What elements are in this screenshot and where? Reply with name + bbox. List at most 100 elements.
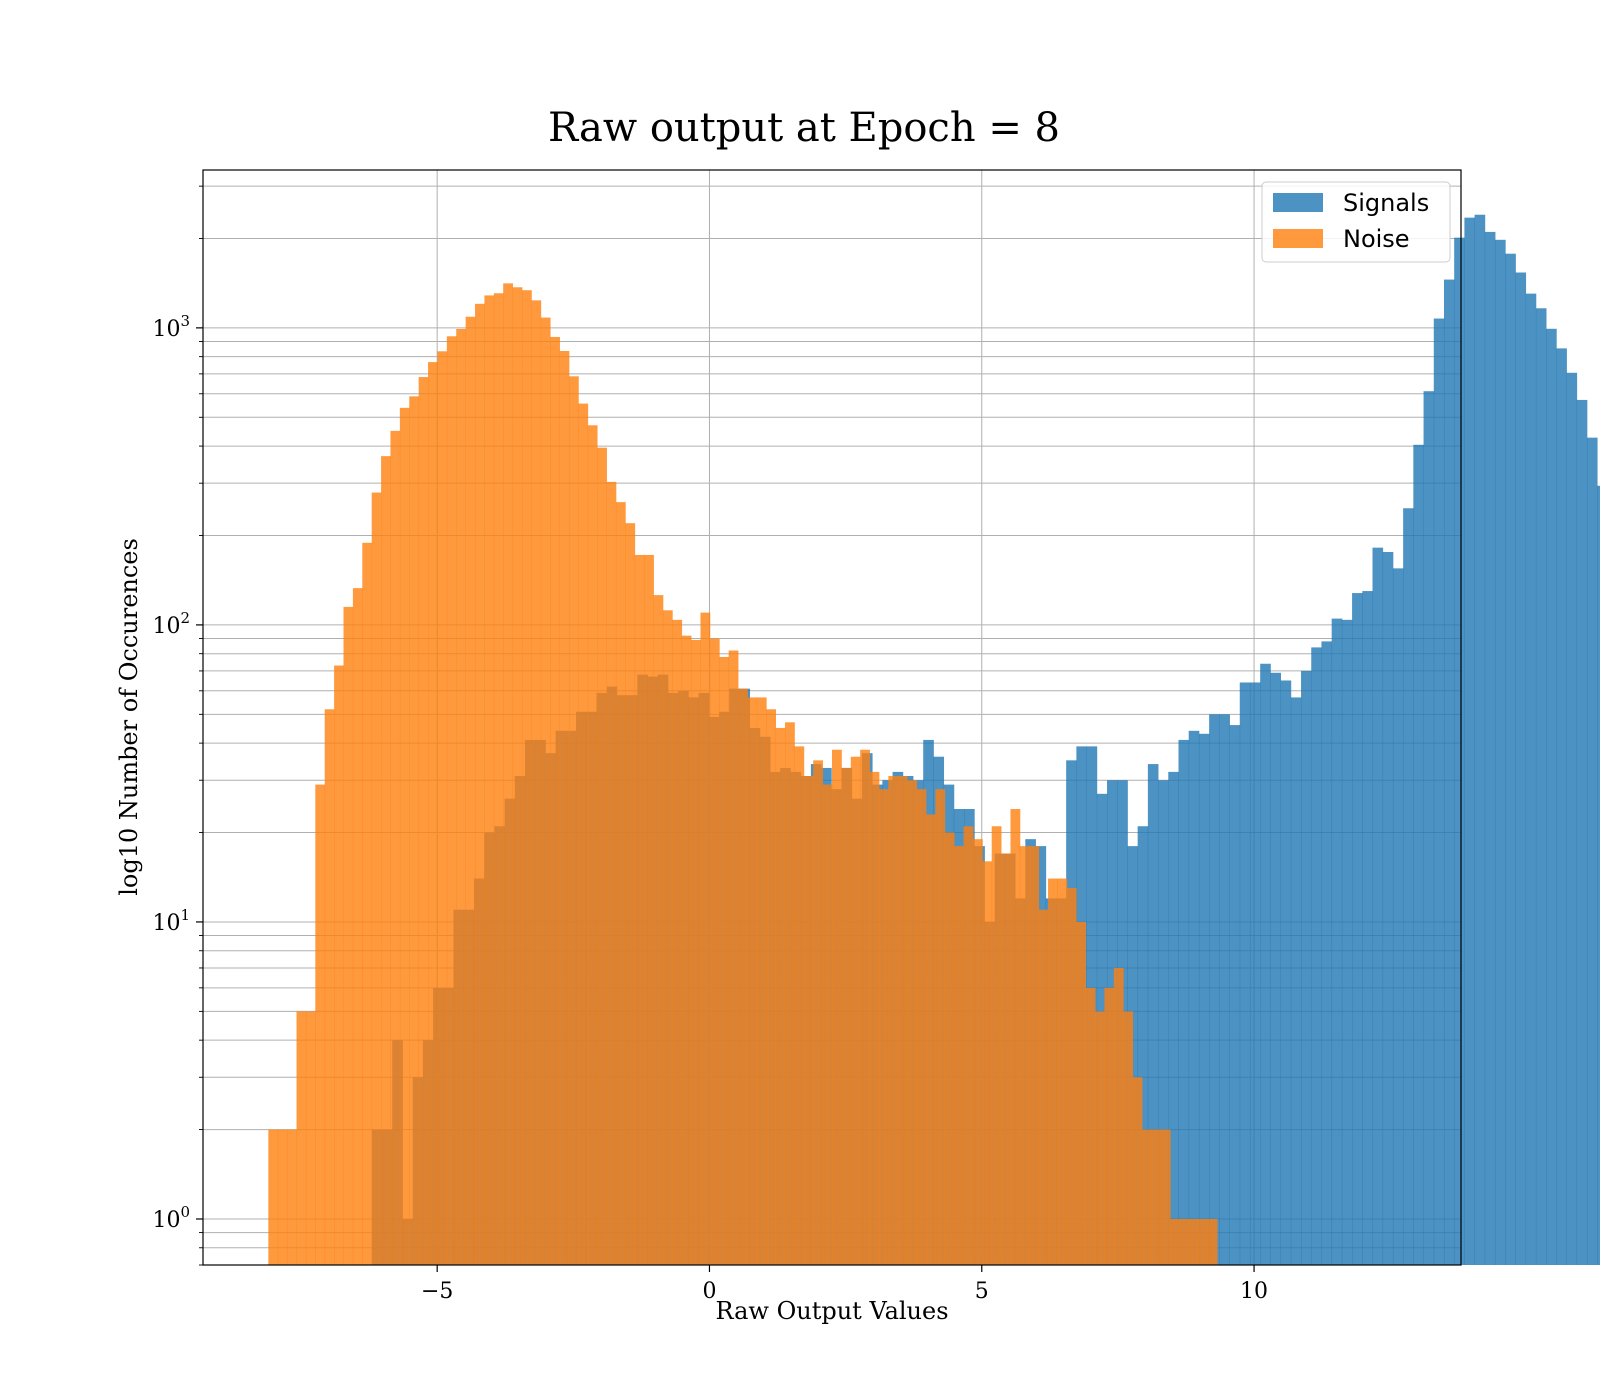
bar-signals [1341,619,1353,1265]
bar-signals [1525,293,1537,1265]
bar-signals [1597,485,1600,1265]
bar-signals [1566,372,1578,1265]
bar-signals [1178,739,1190,1265]
bar-noise [1207,1218,1218,1265]
bar-noise [766,709,777,1265]
bar-noise [916,789,927,1265]
bar-noise [512,287,523,1265]
bar-noise [1151,1129,1162,1265]
bar-signals [1331,618,1343,1265]
y-axis-ticks: 100 101 102 103 [152,185,203,1266]
bar-signals [1321,641,1333,1265]
bar-noise [907,780,917,1265]
bar-noise [888,775,899,1265]
bar-noise [550,336,560,1265]
bar-noise [709,638,720,1265]
bar-noise [437,351,448,1265]
bar-noise [822,784,833,1265]
bar-signals [1505,253,1516,1265]
bar-noise [662,610,673,1265]
bar-signals [1535,308,1547,1265]
bar-noise [850,756,861,1265]
legend-swatch-signals [1273,193,1323,212]
bar-noise [775,727,786,1265]
bar-signals [1260,663,1271,1265]
bar-noise [738,688,748,1265]
bar-noise [944,832,955,1265]
bar-noise [334,665,344,1265]
bar-noise [1048,878,1058,1265]
bar-noise [1160,1129,1171,1265]
bar-signals [1454,237,1465,1266]
bar-noise [1113,967,1124,1265]
x-tick-label: −5 [421,1279,453,1304]
bar-noise [465,316,476,1265]
bar-noise [1085,987,1096,1265]
bar-signals [1198,733,1210,1265]
bar-noise [559,350,570,1266]
bar-signals [1168,771,1179,1265]
bar-noise [925,814,936,1265]
bar-noise [719,656,730,1265]
bar-noise [963,826,974,1265]
y-tick-label: 101 [152,906,190,936]
bar-signals [1188,730,1200,1265]
bar-noise [1179,1218,1190,1265]
bar-noise [305,1011,316,1265]
bar-noise [503,283,513,1265]
bar-noise [287,1129,297,1265]
bar-signals [1311,647,1322,1265]
bar-noise [1104,987,1115,1265]
bar-noise [813,760,823,1265]
x-tick-label: 0 [702,1279,716,1304]
legend: Signals Noise [1261,181,1451,263]
bar-noise [606,481,617,1265]
bar-noise [381,456,391,1265]
bar-signals [1137,826,1149,1265]
bar-noise [1123,1011,1134,1265]
bar-noise [1198,1218,1209,1265]
bar-noise [991,826,1002,1265]
bar-noise [343,606,354,1265]
bar-signals [1270,672,1281,1265]
bar-signals [1403,508,1414,1265]
bar-noise [982,861,993,1265]
bar-signals [1392,568,1404,1265]
bar-signals [1352,593,1363,1265]
bar-noise [1038,909,1049,1265]
bar-signals [1556,348,1567,1265]
bar-noise [615,502,626,1265]
bar-noise [390,430,401,1265]
bar-noise [625,523,636,1265]
bar-noise [578,403,589,1266]
bar-noise [691,639,701,1265]
bar-noise [268,1129,279,1265]
bar-signals [1362,591,1373,1265]
bar-noise [409,396,420,1265]
bar-noise [794,746,805,1265]
bar-noise [860,749,870,1265]
bar-noise [399,407,410,1266]
y-axis-label: log10 Number of Occurences [115,538,143,896]
bar-noise [878,789,889,1265]
bar-noise [832,749,842,1265]
bar-noise [484,295,495,1265]
bar-signals [1290,697,1302,1265]
bar-signals [1301,670,1312,1265]
bar-signals [1147,764,1159,1265]
bar-signals [1382,551,1394,1265]
bar-noise [324,709,335,1265]
bar-noise [521,290,532,1266]
bar-noise [634,554,645,1265]
bar-noise [277,1129,288,1265]
bar-noise [935,789,946,1265]
bar-noise [681,635,692,1265]
bar-signals [1586,437,1598,1265]
chart-title: Raw output at Epoch = 8 [548,105,1060,151]
bar-noise [972,839,983,1265]
bar-signals [1515,272,1527,1265]
bar-noise [1066,888,1077,1265]
bar-noise [1057,878,1068,1265]
bar-noise [493,293,504,1266]
